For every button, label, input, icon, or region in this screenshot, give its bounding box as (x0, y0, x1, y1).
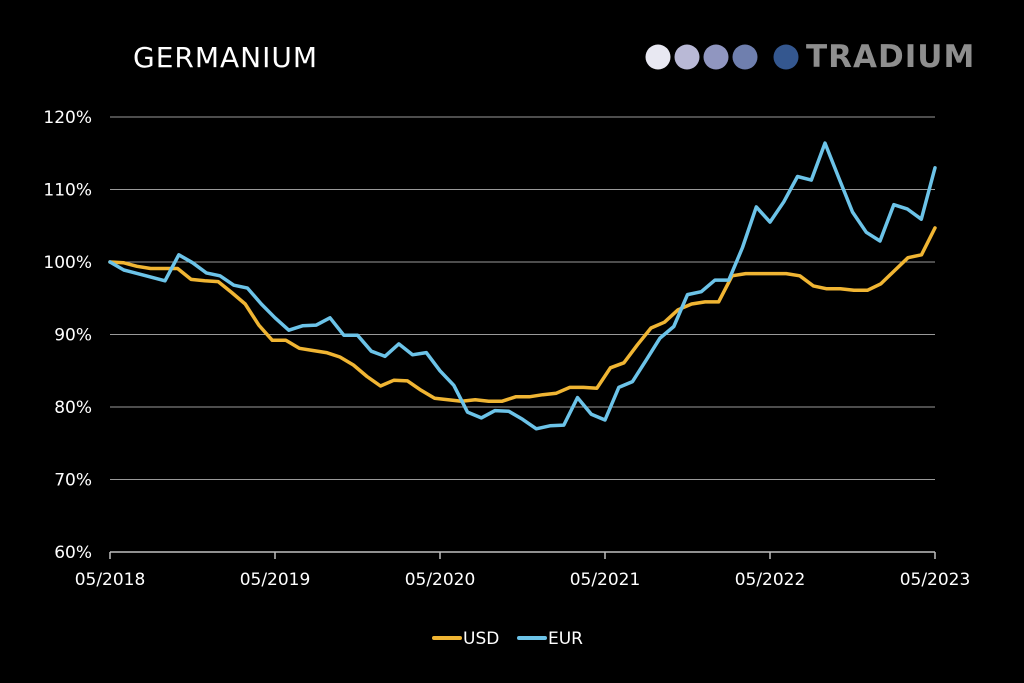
x-axis: 05/2018 05/2019 05/2020 05/2021 05/2022 05/20… (75, 551, 971, 590)
y-tick-label: 70% (54, 471, 92, 491)
x-tick-label: 05/2018 (75, 570, 146, 590)
y-tick-label: 60% (54, 543, 92, 563)
brand-name: TRADIUM (806, 39, 975, 75)
brand-dot (674, 44, 700, 70)
y-axis-ticks: 60% 70% 80% 90% 100% 110% 120% (43, 108, 92, 563)
legend-label-eur: EUR (548, 629, 583, 649)
legend: USD EUR (432, 629, 583, 649)
series-lines (108, 141, 937, 431)
brand-dot (645, 44, 671, 70)
x-tick-label: 05/2020 (405, 570, 476, 590)
series-line-eur (108, 141, 937, 431)
brand-dot (773, 44, 799, 70)
legend-label-usd: USD (463, 629, 499, 649)
x-tick-label: 05/2019 (240, 570, 311, 590)
y-tick-label: 120% (43, 108, 92, 128)
x-tick-label: 05/2023 (900, 570, 971, 590)
y-tick-label: 90% (54, 326, 92, 346)
y-tick-label: 100% (43, 253, 92, 273)
x-tick-label: 05/2022 (735, 570, 806, 590)
brand-logo-dots (645, 44, 799, 70)
series-line-usd (108, 226, 937, 403)
chart-title: GERMANIUM (133, 41, 318, 74)
y-tick-label: 110% (43, 181, 92, 201)
y-tick-label: 80% (54, 398, 92, 418)
brand-dot (732, 44, 758, 70)
gridlines (110, 116, 935, 480)
x-tick-label: 05/2021 (570, 570, 641, 590)
brand-dot (703, 44, 729, 70)
